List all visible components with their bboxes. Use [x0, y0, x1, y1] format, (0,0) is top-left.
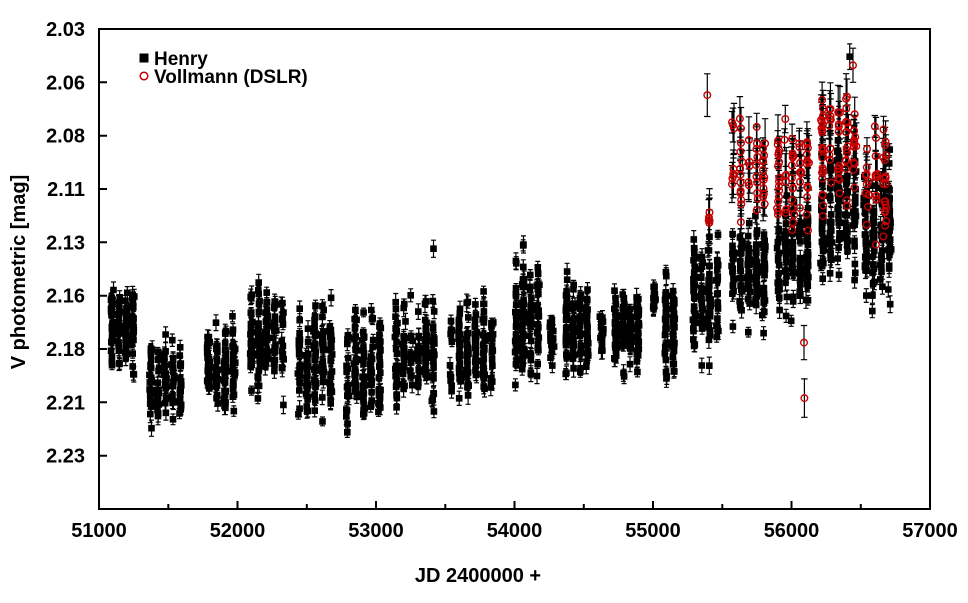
y-tick-label: 2.06	[46, 72, 85, 94]
x-tick-label: 53000	[348, 520, 404, 542]
y-tick-label: 2.23	[46, 446, 85, 468]
y-tick-label: 2.08	[46, 126, 85, 148]
x-axis-title: JD 2400000 +	[415, 565, 541, 587]
square-markers	[107, 53, 895, 436]
legend-marker-vollmann-circle-icon	[139, 71, 149, 81]
y-tick-label: 2.11	[47, 179, 85, 201]
x-tick-label: 57000	[902, 520, 958, 542]
y-tick-label: 2.16	[46, 286, 85, 308]
circle-markers	[703, 61, 891, 403]
y-tick-label: 2.13	[46, 232, 85, 254]
series-vollmann	[703, 47, 891, 418]
x-tick-label: 56000	[764, 520, 820, 542]
y-tick-label: 2.18	[46, 339, 85, 361]
x-tick-label: 52000	[210, 520, 266, 542]
x-tick-label: 55000	[625, 520, 681, 542]
axis-ticks	[98, 28, 931, 510]
y-tick-label: 2.03	[46, 19, 85, 41]
legend-label-henry: Henry	[154, 49, 208, 70]
y-axis-title: V photometric [mag]	[8, 175, 30, 369]
x-tick-label: 51000	[71, 520, 127, 542]
series-henry	[107, 43, 895, 438]
x-tick-label: 54000	[487, 520, 543, 542]
legend-marker-henry-square-icon	[139, 53, 149, 63]
legend-label-vollmann: Vollmann (DSLR)	[154, 67, 308, 88]
y-tick-label: 2.21	[46, 392, 85, 414]
